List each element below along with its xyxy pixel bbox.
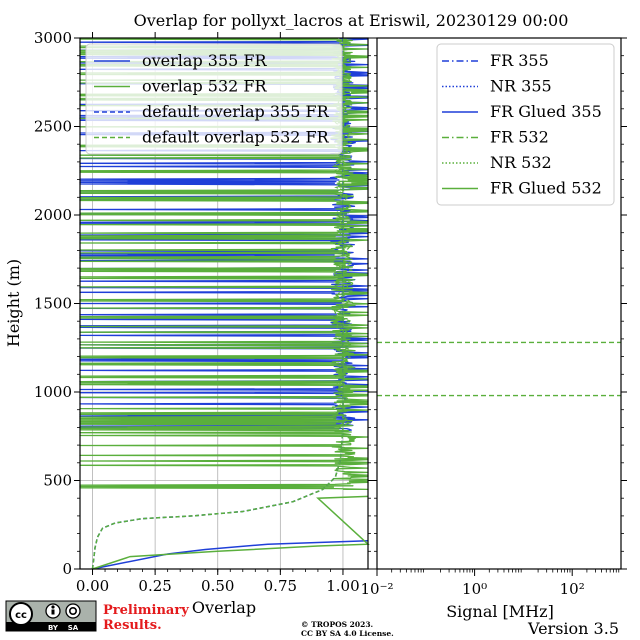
signal-x-tick-label: 10²	[560, 580, 585, 598]
copyright-line-2: CC BY SA 4.0 License.	[301, 629, 394, 638]
overlap-ticks: 0.00 0.25 0.50 0.75 1.00 0 500 1000 1500 2000 2500…	[34, 29, 374, 595]
y-tick-label: 2000	[34, 206, 72, 224]
preliminary-text-2: Results.	[103, 618, 162, 633]
series-line-0	[92, 539, 369, 570]
signal-x-tick-label: 10⁰	[462, 580, 487, 598]
copyright-line-1: © TROPOS 2023.	[301, 620, 373, 629]
version-label: Version 3.5	[527, 619, 619, 638]
signal-legend-label-5: FR Glued 532	[490, 179, 602, 198]
y-tick-label: 1000	[34, 383, 72, 401]
legend-label-1: overlap 532 FR	[142, 77, 268, 96]
overlap-legend: overlap 355 FR overlap 532 FR default over…	[85, 43, 343, 155]
series-line-1	[92, 495, 370, 570]
chart-title: Overlap for pollyxt_lacros at Eriswil, 2…	[134, 11, 569, 30]
overlap-panel: overlap 355 FR overlap 532 FR default over…	[4, 29, 374, 617]
overlap-xlabel: Overlap	[192, 598, 256, 617]
y-tick-label: 1500	[34, 295, 72, 313]
badge-sa-text: SA	[68, 624, 79, 632]
signal-xlabel: Signal [MHz]	[446, 602, 554, 621]
preliminary-text-1: Preliminary	[103, 603, 189, 618]
cc-license-badge: cc BY SA	[5, 600, 97, 632]
signal-legend: FR 355 NR 355 FR Glued 355 FR 532 NR 532 FR G…	[436, 43, 615, 206]
y-tick-label: 500	[43, 472, 72, 490]
x-tick-label: 0.25	[138, 577, 171, 595]
legend-label-0: overlap 355 FR	[142, 51, 268, 70]
y-tick-label: 2500	[34, 118, 72, 136]
signal-legend-label-2: FR Glued 355	[490, 102, 602, 121]
x-tick-label: 0.50	[201, 577, 234, 595]
signal-hlines	[377, 341, 621, 397]
signal-legend-box	[436, 43, 615, 206]
x-tick-label: 0.75	[264, 577, 297, 595]
y-tick-label: 0	[62, 560, 72, 578]
overlap-ylabel: Height (m)	[4, 259, 23, 347]
signal-legend-label-0: FR 355	[490, 51, 549, 70]
signal-ticks: 10⁻² 10⁰ 10²	[360, 37, 627, 598]
overlap-legend-box	[85, 43, 343, 155]
badge-by-text: BY	[48, 624, 59, 632]
signal-legend-label-3: FR 532	[490, 128, 549, 147]
signal-panel: FR 355 NR 355 FR Glued 355 FR 532 NR 532 FR G…	[360, 37, 627, 621]
y-tick-label: 3000	[34, 29, 72, 47]
signal-legend-label-4: NR 532	[490, 153, 552, 172]
svg-text:cc: cc	[15, 610, 27, 621]
legend-label-3: default overlap 532 FR	[142, 128, 330, 147]
cc-icon	[9, 602, 33, 626]
legend-label-2: default overlap 355 FR	[142, 102, 330, 121]
x-tick-label: 1.00	[326, 577, 359, 595]
signal-legend-label-1: NR 355	[490, 77, 552, 96]
signal-x-tick-label: 10⁻²	[360, 580, 393, 598]
x-tick-label: 0.00	[76, 577, 109, 595]
sa-icon	[65, 603, 81, 619]
